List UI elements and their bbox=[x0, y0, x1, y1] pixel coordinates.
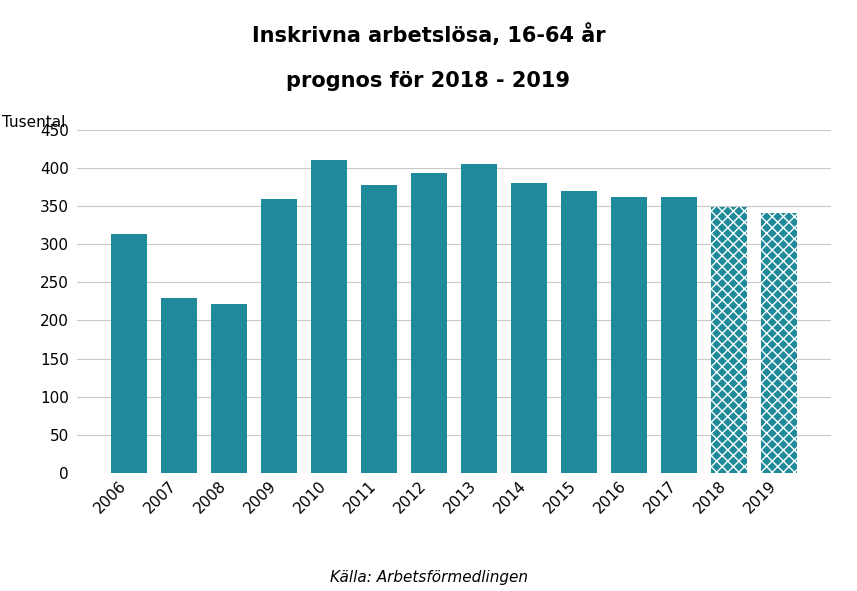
Text: Källa: Arbetsförmedlingen: Källa: Arbetsförmedlingen bbox=[329, 570, 528, 585]
Bar bbox=[311, 160, 347, 473]
Bar bbox=[212, 304, 248, 473]
Bar bbox=[411, 173, 447, 473]
Bar bbox=[261, 199, 297, 473]
Bar bbox=[161, 298, 197, 473]
Bar bbox=[711, 207, 747, 473]
Bar bbox=[711, 207, 747, 473]
Text: prognos för 2018 - 2019: prognos för 2018 - 2019 bbox=[286, 71, 571, 91]
Bar bbox=[362, 185, 398, 473]
Bar bbox=[761, 213, 797, 473]
Bar bbox=[461, 164, 497, 473]
Bar bbox=[511, 183, 547, 473]
Bar bbox=[111, 235, 147, 473]
Bar bbox=[661, 197, 697, 473]
Bar bbox=[761, 213, 797, 473]
Text: Tusental: Tusental bbox=[2, 115, 65, 130]
Bar bbox=[611, 197, 647, 473]
Text: Inskrivna arbetslösa, 16-64 år: Inskrivna arbetslösa, 16-64 år bbox=[252, 24, 605, 47]
Bar bbox=[561, 191, 597, 473]
